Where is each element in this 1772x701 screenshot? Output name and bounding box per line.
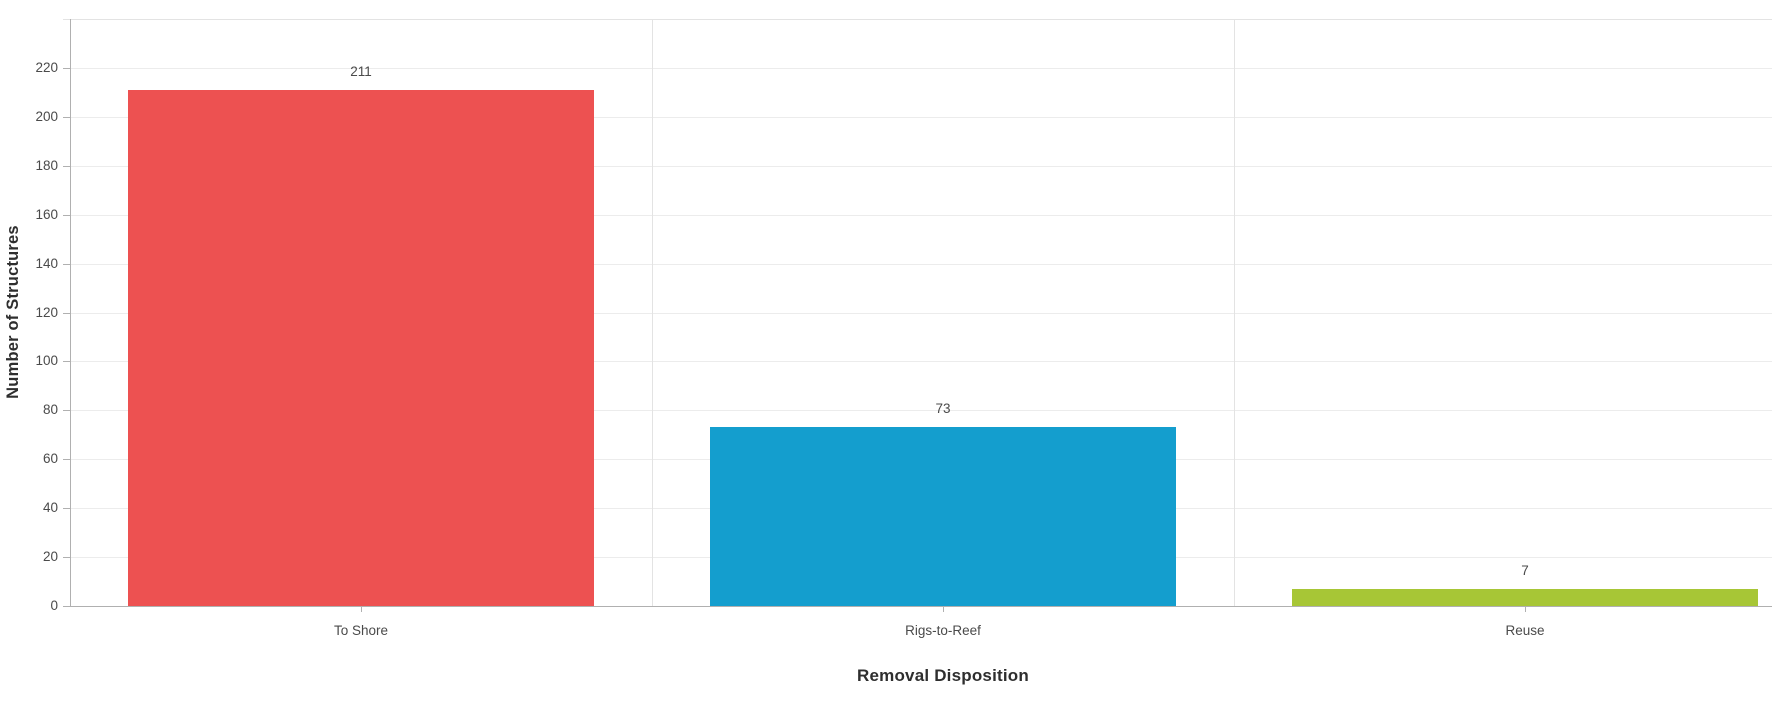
y-tick-label: 160 [35,207,58,222]
y-gridline [70,68,1772,69]
y-axis-tick [63,557,70,558]
y-axis-tick [63,166,70,167]
y-axis-tick [63,117,70,118]
category-separator [1234,19,1235,606]
y-axis-tick [63,410,70,411]
x-axis-tick [361,607,362,612]
bar-reuse[interactable] [1292,589,1758,606]
plot-top-border [63,19,1772,20]
y-axis-tick [63,606,70,607]
category-separator [652,19,653,606]
y-gridline [70,117,1772,118]
y-gridline [70,410,1772,411]
y-axis-tick [63,459,70,460]
y-tick-label: 220 [35,60,58,75]
y-tick-label: 20 [42,549,58,564]
y-tick-label: 180 [35,158,58,173]
y-tick-label: 40 [42,500,58,515]
x-axis-title: Removal Disposition [857,666,1029,685]
y-tick-label: 200 [35,109,58,124]
x-category-label: Reuse [1505,623,1545,638]
y-gridline [70,313,1772,314]
y-axis-tick [63,215,70,216]
x-category-label: To Shore [333,623,389,638]
y-gridline [70,166,1772,167]
bar-value-label: 7 [1521,563,1529,578]
x-axis-tick [943,607,944,612]
y-axis-tick [63,313,70,314]
y-gridline [70,264,1772,265]
y-tick-label: 0 [50,598,58,613]
x-axis-tick [1525,607,1526,612]
y-tick-label: 140 [35,256,58,271]
x-category-label: Rigs-to-Reef [905,623,981,638]
y-axis-tick [63,264,70,265]
bar-rigs-to-reef[interactable] [710,427,1176,606]
y-tick-label: 80 [42,402,58,417]
x-axis-line [70,606,1772,607]
y-tick-label: 100 [35,353,58,368]
bar-value-label: 73 [935,401,951,416]
y-axis-tick [63,361,70,362]
y-axis-line [70,19,71,606]
y-axis-tick [63,68,70,69]
bar-value-label: 211 [350,64,372,79]
y-tick-label: 60 [42,451,58,466]
y-axis-tick [63,508,70,509]
y-gridline [70,215,1772,216]
bar-to-shore[interactable] [128,90,594,606]
y-tick-label: 120 [35,305,58,320]
y-gridline [70,361,1772,362]
